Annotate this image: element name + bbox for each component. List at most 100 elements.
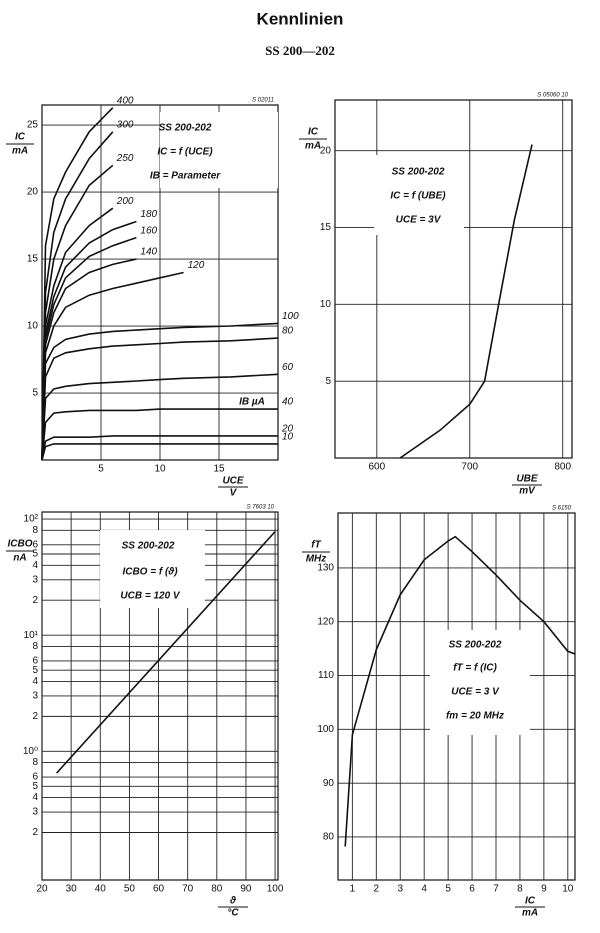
x-tick-label: 5: [98, 464, 104, 475]
x-axis-unit: V: [230, 488, 238, 499]
y-tick-label: 6: [32, 539, 38, 550]
y-tick-label: 110: [318, 670, 334, 681]
y-tick-label: 10¹: [24, 630, 39, 641]
y-axis-label: IC: [308, 127, 319, 138]
x-tick-label: 30: [66, 884, 78, 895]
y-axis-unit: nA: [13, 553, 26, 564]
plot-frame: [337, 512, 576, 881]
x-tick-label: 8: [517, 884, 523, 895]
curve-label: 40: [282, 397, 294, 408]
curve: [399, 144, 533, 459]
y-tick-label: 120: [317, 616, 334, 627]
curve-label: 250: [116, 153, 134, 164]
x-tick-label: 10: [154, 464, 166, 475]
y-tick-label: 20: [27, 187, 39, 198]
annotation: fm = 20 MHz: [446, 711, 504, 722]
x-tick-label: 600: [368, 462, 385, 473]
y-tick-label: 8: [32, 641, 38, 652]
x-tick-label: 2: [374, 884, 380, 895]
y-tick-label: 15: [27, 254, 39, 265]
chart-code: S 02011: [252, 98, 274, 104]
curve-label: 180: [140, 209, 157, 220]
y-tick-label: 6: [32, 656, 38, 667]
y-tick-label: 8: [32, 525, 38, 536]
x-axis-label: ϑ: [229, 896, 237, 907]
curve-label: 400: [117, 95, 134, 106]
curve-label: 120: [188, 260, 205, 271]
y-tick-label: 4: [32, 676, 38, 687]
curve: [41, 107, 114, 461]
annotation: IC = f (UCE): [157, 147, 213, 158]
y-tick-label: 3: [32, 574, 38, 585]
y-axis-label: IC: [15, 132, 26, 143]
annotation: fT = f (IC): [453, 663, 497, 674]
x-tick-label: 3: [397, 884, 403, 895]
annotation: UCE = 3 V: [451, 687, 500, 698]
y-tick-label: 5: [32, 781, 38, 792]
x-tick-label: 20: [36, 884, 48, 895]
plot-frame: [334, 99, 573, 459]
annotation: IB µA: [239, 397, 265, 408]
x-tick-label: 800: [554, 462, 571, 473]
annotation: ICBO = f (ϑ): [122, 567, 178, 578]
x-tick-label: 700: [461, 462, 478, 473]
y-tick-label: 2: [32, 595, 38, 606]
x-tick-label: 6: [469, 884, 475, 895]
y-tick-label: 10⁰: [23, 746, 38, 757]
x-axis-unit: mV: [519, 486, 536, 497]
annotation: SS 200-202: [449, 640, 502, 651]
x-tick-label: 50: [124, 884, 136, 895]
chart-code: S 6150: [552, 506, 572, 512]
annotation-box: [374, 155, 464, 235]
chart-code: S 7603 10: [247, 505, 275, 511]
curve-label: 60: [282, 362, 294, 373]
y-tick-label: 80: [323, 832, 335, 843]
x-tick-label: 5: [445, 884, 451, 895]
y-tick-label: 3: [32, 691, 38, 702]
y-axis-unit: MHz: [306, 554, 327, 565]
y-tick-label: 8: [32, 757, 38, 768]
curve-label: 140: [140, 247, 157, 258]
page-subtitle: SS 200—202: [265, 43, 335, 58]
annotation: UCE = 3V: [396, 215, 442, 226]
y-tick-label: 4: [32, 792, 38, 803]
y-tick-label: 6: [32, 772, 38, 783]
y-tick-label: 10: [320, 299, 332, 310]
y-tick-label: 10²: [24, 514, 39, 525]
annotation-box: [160, 112, 278, 188]
curve-label: 100: [282, 311, 299, 322]
x-tick-label: 70: [182, 884, 194, 895]
annotation: UCB = 120 V: [120, 591, 181, 602]
x-tick-label: 90: [240, 884, 252, 895]
page-title: Kennlinien: [257, 9, 344, 28]
x-tick-label: 10: [562, 884, 574, 895]
y-tick-label: 25: [27, 120, 39, 131]
annotation: SS 200-202: [159, 123, 212, 134]
annotation: SS 200-202: [392, 167, 445, 178]
x-tick-label: 7: [493, 884, 499, 895]
y-tick-label: 5: [325, 376, 331, 387]
y-tick-label: 130: [317, 563, 334, 574]
curve-label: 80: [282, 326, 294, 337]
curve-label: 200: [116, 196, 134, 207]
x-tick-label: 9: [541, 884, 547, 895]
annotation: SS 200-202: [122, 541, 175, 552]
y-tick-label: 4: [32, 560, 38, 571]
x-axis-unit: °C: [227, 908, 239, 919]
x-axis-label: UCE: [222, 476, 243, 487]
curve-label: 160: [140, 225, 157, 236]
annotation: IB = Parameter: [150, 171, 221, 182]
curve: [41, 408, 278, 461]
x-axis-label: IC: [525, 896, 536, 907]
curve: [41, 435, 278, 461]
curve-label: 10: [282, 432, 294, 443]
curve: [56, 531, 276, 774]
y-axis-label: ICBO: [8, 539, 33, 550]
y-tick-label: 3: [32, 807, 38, 818]
y-tick-label: 90: [323, 778, 335, 789]
y-tick-label: 10: [27, 321, 39, 332]
curve: [41, 337, 279, 461]
x-axis-label: UBE: [516, 474, 537, 485]
